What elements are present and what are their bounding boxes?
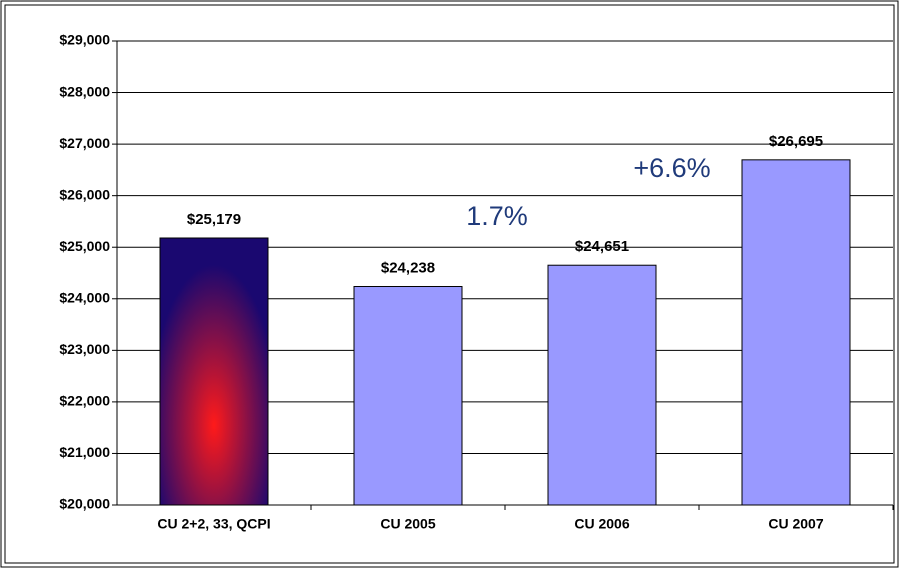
y-tick-label: $25,000 [59, 238, 110, 254]
y-tick-label: $24,000 [59, 289, 110, 305]
x-tick-label: CU 2+2, 33, QCPI [157, 516, 270, 532]
y-tick-label: $21,000 [59, 444, 110, 460]
x-tick-label: CU 2007 [768, 516, 823, 532]
y-tick-label: $26,000 [59, 186, 110, 202]
y-tick-label: $22,000 [59, 393, 110, 409]
x-tick-label: CU 2005 [380, 516, 435, 532]
x-tick-label: CU 2006 [574, 516, 629, 532]
annotation: 1.7% [466, 201, 528, 231]
y-tick-label: $20,000 [59, 496, 110, 512]
annotation: +6.6% [633, 153, 710, 183]
bar [353, 286, 463, 506]
y-tick-label: $29,000 [59, 32, 110, 48]
value-label: $26,695 [769, 133, 823, 150]
y-tick-label: $27,000 [59, 135, 110, 151]
value-label: $24,651 [575, 238, 629, 255]
bar [547, 264, 657, 506]
value-label: $24,238 [381, 259, 435, 276]
bar [159, 237, 269, 506]
value-label: $25,179 [187, 211, 241, 228]
bar [741, 159, 851, 506]
inner-frame [4, 4, 895, 564]
y-tick-label: $23,000 [59, 341, 110, 357]
y-tick-label: $28,000 [59, 83, 110, 99]
